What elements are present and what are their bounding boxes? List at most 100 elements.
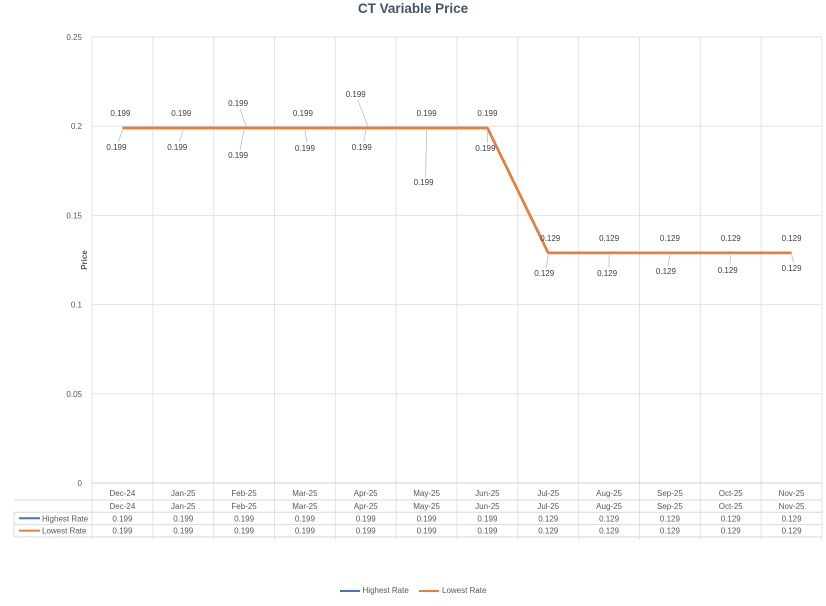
data-table-cell: 0.199: [295, 514, 316, 523]
data-table-header: Jan-25: [171, 502, 196, 511]
data-table-cell: 0.199: [173, 514, 194, 523]
data-label-leader: [545, 254, 549, 268]
data-label-leader: [667, 254, 671, 266]
data-label-lowest: 0.199: [475, 144, 496, 153]
x-tick-label: Jul-25: [537, 489, 559, 498]
y-axis-title: Price: [80, 250, 89, 270]
data-table-header: Mar-25: [292, 502, 318, 511]
legend-item-highest: Highest Rate: [339, 586, 409, 595]
data-table-cell: 0.199: [112, 527, 133, 536]
data-table-cell: 0.199: [417, 527, 438, 536]
data-table-header: Aug-25: [596, 502, 622, 511]
data-label-leader: [239, 108, 247, 127]
data-table-cell: 0.199: [173, 527, 194, 536]
data-table-series-name: Highest Rate: [42, 514, 89, 523]
data-label-leader: [357, 99, 369, 127]
data-table-cell: 0.199: [234, 527, 255, 536]
data-label-highest: 0.129: [660, 234, 681, 243]
data-table-cell: 0.199: [234, 514, 255, 523]
data-label-highest: 0.199: [417, 109, 438, 118]
data-label-lowest: 0.199: [414, 178, 435, 187]
y-tick-label: 0.25: [66, 33, 82, 42]
data-label-highest: 0.199: [293, 109, 314, 118]
chart-title: CT Variable Price: [357, 1, 469, 16]
data-label-highest: 0.129: [540, 234, 561, 243]
y-tick-label: 0.05: [66, 390, 82, 399]
data-table-header: Nov-25: [779, 502, 805, 511]
data-label-lowest: 0.199: [295, 144, 316, 153]
data-table-header: Apr-25: [354, 502, 379, 511]
data-table-header: Feb-25: [231, 502, 257, 511]
data-table-cell: 0.199: [477, 514, 498, 523]
data-label-leader: [118, 129, 123, 143]
data-table-header: Dec-24: [110, 502, 136, 511]
y-tick-label: 0.2: [71, 122, 83, 131]
legend-item-lowest: Lowest Rate: [419, 586, 486, 595]
data-label-leader: [178, 129, 184, 143]
data-label-highest: 0.199: [477, 109, 498, 118]
x-tick-label: Jun-25: [475, 489, 500, 498]
data-label-highest: 0.199: [228, 99, 249, 108]
x-tick-label: Jan-25: [171, 489, 196, 498]
data-label-lowest: 0.129: [534, 269, 555, 278]
x-tick-label: Oct-25: [719, 489, 744, 498]
y-tick-label: 0.1: [71, 301, 83, 310]
data-table-cell: 0.129: [538, 514, 559, 523]
data-table-cell: 0.129: [721, 514, 742, 523]
data-table-cell: 0.129: [660, 527, 681, 536]
legend-label-highest: Highest Rate: [362, 586, 409, 595]
x-tick-label: Sep-25: [657, 489, 683, 498]
data-table-cell: 0.129: [599, 527, 620, 536]
x-tick-label: Nov-25: [779, 489, 805, 498]
data-label-lowest: 0.129: [718, 266, 739, 275]
data-label-highest: 0.199: [171, 109, 192, 118]
data-table-cell: 0.129: [660, 514, 681, 523]
legend-swatch-highest: [339, 589, 360, 592]
data-label-leader: [425, 129, 427, 177]
data-table-cell: 0.129: [721, 527, 742, 536]
data-label-leader: [239, 129, 245, 151]
data-label-lowest: 0.199: [352, 143, 373, 152]
data-label-leader: [363, 129, 367, 143]
data-table-cell: 0.199: [477, 527, 498, 536]
data-table-cell: 0.129: [599, 514, 620, 523]
data-label-leader: [729, 254, 732, 265]
data-table-header: Jul-25: [537, 502, 559, 511]
chart-legend: Highest Rate Lowest Rate: [0, 586, 826, 595]
x-tick-label: Feb-25: [231, 489, 257, 498]
y-tick-label: 0: [78, 479, 83, 488]
x-tick-label: May-25: [413, 489, 440, 498]
data-label-lowest: 0.129: [597, 269, 618, 278]
data-table-cell: 0.199: [295, 527, 316, 536]
data-label-leader: [791, 254, 794, 263]
data-table-cell: 0.199: [356, 514, 377, 523]
series-line: [122, 126, 792, 255]
data-table-cell: 0.199: [356, 527, 377, 536]
data-label-lowest: 0.129: [782, 264, 803, 273]
x-tick-label: Aug-25: [596, 489, 622, 498]
legend-swatch-lowest: [419, 589, 439, 592]
data-table-header: Jun-25: [475, 502, 500, 511]
x-tick-label: Mar-25: [292, 489, 318, 498]
data-label-lowest: 0.199: [167, 143, 188, 152]
data-table-cell: 0.199: [417, 514, 438, 523]
data-label-highest: 0.129: [721, 234, 742, 243]
data-table-cell: 0.129: [782, 514, 803, 523]
y-tick-label: 0.15: [66, 211, 82, 220]
data-table-header: Oct-25: [719, 502, 744, 511]
data-table-header: May-25: [413, 502, 440, 511]
data-label-leader: [304, 129, 308, 144]
x-tick-label: Apr-25: [354, 489, 379, 498]
data-label-highest: 0.199: [110, 109, 131, 118]
data-label-highest: 0.199: [346, 90, 367, 99]
x-tick-label: Dec-24: [110, 489, 136, 498]
data-table-cell: 0.129: [782, 527, 803, 536]
data-table-cell: 0.129: [538, 527, 559, 536]
data-label-lowest: 0.199: [228, 151, 249, 160]
line-chart: 0 0.05 0.1 0.15 0.2 0.25 Price Dec-24 Jan-25 Feb-…: [13, 33, 823, 540]
data-label-lowest: 0.129: [656, 267, 677, 276]
data-table-cell: 0.199: [112, 514, 133, 523]
data-table-header: Sep-25: [657, 502, 683, 511]
data-label-highest: 0.129: [599, 234, 620, 243]
data-table-series-name: Lowest Rate: [42, 527, 87, 536]
